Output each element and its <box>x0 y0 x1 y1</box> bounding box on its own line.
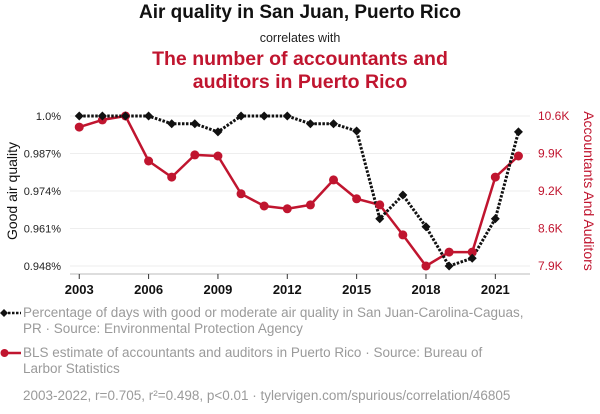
chart-subtitle: correlates with <box>259 31 341 45</box>
accountants-point <box>467 247 477 257</box>
air-quality-point <box>167 119 177 129</box>
legend-label-air-quality-line1: Percentage of days with good or moderate… <box>23 305 524 320</box>
y-axis-left-label: Good air quality <box>4 142 20 240</box>
y-axis-right-label: Accountants And Auditors <box>581 111 597 271</box>
accountants-point <box>259 201 269 211</box>
chart-title-secondary-line1: The number of accountants and <box>152 48 448 70</box>
accountants-point <box>398 230 408 240</box>
accountants-point <box>421 261 431 271</box>
series-air-quality-line <box>79 114 520 268</box>
chart-title-secondary-line2: auditors in Puerto Rico <box>192 71 408 93</box>
y-right-tick-label: 9.2K <box>538 184 563 198</box>
correlation-footer: 2003-2022, r=0.705, r²=0.498, p<0.01 · t… <box>23 388 511 403</box>
accountants-point <box>213 151 223 161</box>
y-left-tick-label: 0.961% <box>24 224 62 236</box>
legend-label-air-quality-line2: PR · Source: Environmental Protection Ag… <box>23 321 303 336</box>
air-quality-point <box>190 119 200 129</box>
y-left-tick-label: 0.948% <box>24 261 62 273</box>
y-right-tick-label: 9.9K <box>538 147 563 161</box>
accountants-point <box>167 172 177 182</box>
air-quality-point <box>513 127 523 137</box>
accountants-point <box>375 200 385 210</box>
x-tick-label: 2009 <box>203 282 232 297</box>
x-tick-label: 2003 <box>65 282 94 297</box>
air-quality-point <box>398 190 408 200</box>
air-quality-point <box>97 111 107 121</box>
legend-label-accountants-line1: BLS estimate of accountants and auditors… <box>23 345 483 360</box>
accountants-point <box>329 175 339 185</box>
legend-label-accountants-line2: Larbor Statistics <box>23 361 120 376</box>
accountants-point <box>513 151 523 161</box>
accountants-point <box>74 122 84 132</box>
x-tick-label: 2021 <box>481 282 510 297</box>
chart-title: Air quality in San Juan, Puerto Rico <box>139 2 461 23</box>
air-quality-point <box>490 214 500 224</box>
x-tick-label: 2018 <box>412 282 441 297</box>
chart-title-secondary: The number of accountants and auditors i… <box>0 48 600 94</box>
chart-plot: 2003 2006 2009 2012 2015 2018 2021 1.0% 0.987% 0… <box>4 109 597 297</box>
air-quality-point <box>329 119 339 129</box>
accountants-point <box>144 156 154 166</box>
x-tick-label: 2012 <box>273 282 302 297</box>
y-axis-right-ticks: 10.6K 9.9K 9.2K 8.6K 7.9K <box>538 109 569 273</box>
legend-item-accountants: BLS estimate of accountants and auditors… <box>0 345 583 377</box>
accountants-point <box>236 189 246 199</box>
air-quality-point <box>74 111 84 121</box>
air-quality-point <box>282 111 292 121</box>
accountants-point <box>444 247 454 257</box>
series-markers <box>74 111 523 271</box>
x-tick-label: 2006 <box>134 282 163 297</box>
y-left-tick-label: 0.987% <box>24 149 62 161</box>
accountants-point <box>190 150 200 160</box>
legend-item-air-quality: Percentage of days with good or moderate… <box>0 305 583 337</box>
y-left-tick-label: 1.0% <box>36 111 61 123</box>
air-quality-point <box>444 261 454 271</box>
air-quality-point <box>467 253 477 263</box>
y-right-tick-label: 7.9K <box>538 259 563 273</box>
air-quality-point <box>375 214 385 224</box>
gridlines <box>70 115 530 267</box>
legend-swatch-accountants-icon <box>0 349 21 357</box>
air-quality-point <box>213 127 223 137</box>
accountants-point <box>305 200 315 210</box>
air-quality-point <box>259 111 269 121</box>
y-left-tick-label: 0.974% <box>24 186 62 198</box>
legend-swatch-air-quality-icon <box>0 309 21 317</box>
accountants-point <box>282 204 292 214</box>
air-quality-point <box>421 222 431 232</box>
accountants-point <box>490 172 500 182</box>
air-quality-point <box>120 111 130 121</box>
air-quality-point <box>352 126 362 136</box>
x-tick-label: 2015 <box>342 282 371 297</box>
y-axis-left-ticks: 1.0% 0.987% 0.974% 0.961% 0.948% <box>24 111 62 273</box>
air-quality-point <box>305 119 315 129</box>
air-quality-point <box>144 111 154 121</box>
air-quality-point <box>236 111 246 121</box>
accountants-point <box>352 194 362 204</box>
y-right-tick-label: 10.6K <box>538 109 569 123</box>
y-right-tick-label: 8.6K <box>538 222 563 236</box>
x-axis-ticks: 2003 2006 2009 2012 2015 2018 2021 <box>65 274 510 297</box>
